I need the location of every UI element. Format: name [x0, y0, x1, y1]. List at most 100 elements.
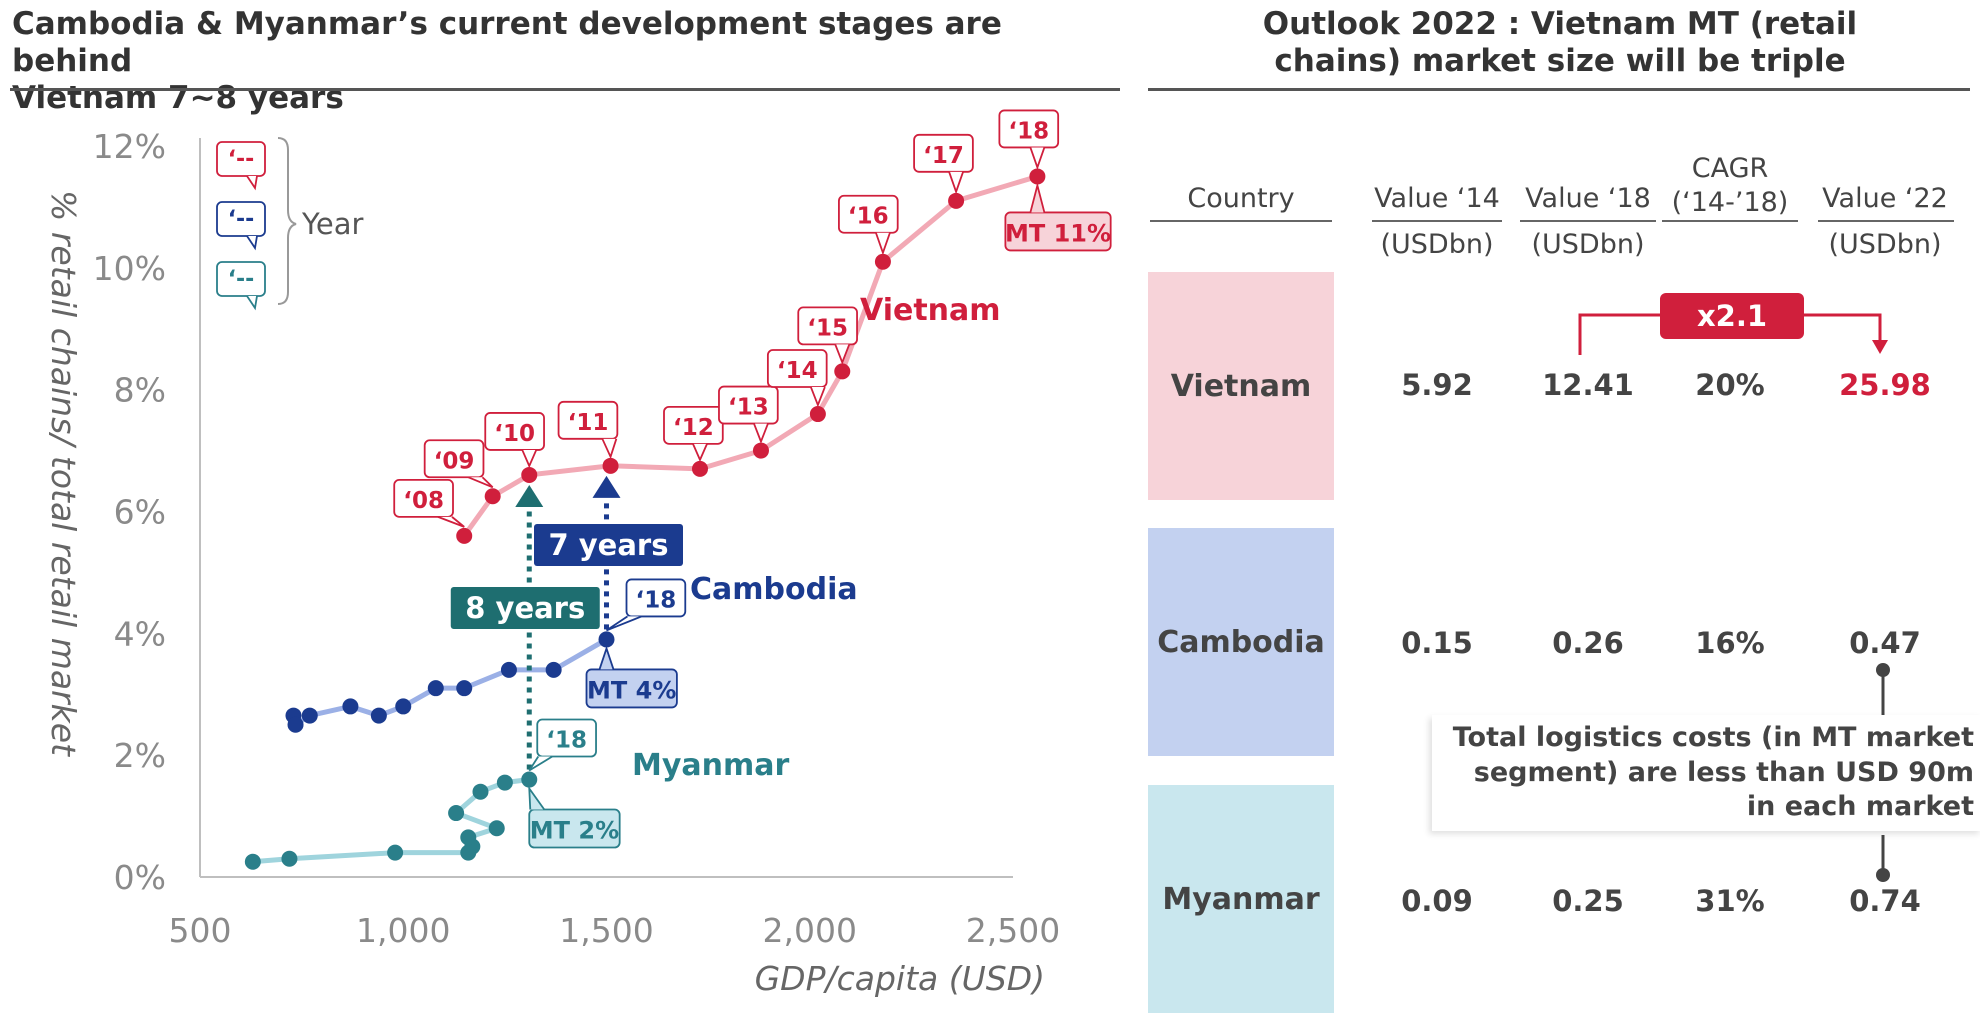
vietnam-year-label: ‘11	[557, 400, 619, 460]
myanmar-value-22: 0.74	[1849, 884, 1921, 918]
vietnam-year-label-tail	[692, 443, 708, 463]
vietnam-series-line	[462, 174, 1039, 538]
vietnam-point	[834, 363, 851, 380]
connector-dot-bottom	[1876, 868, 1890, 882]
x-tick-label: 2,500	[966, 911, 1060, 950]
myanmar-point	[281, 850, 298, 867]
vietnam-year-label-tail	[521, 449, 538, 469]
header-underline-v18	[1520, 220, 1656, 222]
cambodia-end-label-box	[585, 668, 678, 709]
cambodia-year-label-box	[625, 578, 687, 618]
vietnam-point	[521, 466, 538, 483]
myanmar-end-label-tail	[528, 785, 545, 811]
y-tick-label: 12%	[93, 127, 166, 166]
myanmar-year-label-tail	[528, 755, 553, 772]
myanmar-point	[387, 844, 404, 861]
vietnam-year-label-tail	[1029, 147, 1046, 171]
vietnam-year-label: ‘14	[766, 349, 828, 408]
vietnam-year-label-text: ‘12	[673, 415, 714, 441]
vietnam-point	[752, 442, 769, 459]
vietnam-year-label: ‘17	[913, 133, 974, 195]
y-tick-label: 4%	[114, 614, 166, 653]
header-value-14: Value ‘14 (USDbn)	[1362, 182, 1512, 262]
country-box-vietnam: Vietnam	[1148, 272, 1334, 500]
legend-placeholder: ‘--	[228, 267, 255, 292]
gap-badge-7-years: 7 years	[534, 524, 683, 566]
vietnam-end-label-text: MT 11%	[1005, 219, 1111, 247]
vietnam-point	[602, 457, 619, 474]
y-tick-label: 8%	[114, 371, 166, 410]
header-value-18-unit: (USDbn)	[1531, 228, 1645, 260]
vietnam-year-label: ‘12	[663, 405, 724, 463]
cambodia-point	[301, 707, 318, 724]
myanmar-value-18: 0.25	[1552, 884, 1624, 918]
vietnam-year-label-box	[766, 349, 828, 388]
right-title-line2: chains) market size will be triple	[1274, 43, 1846, 80]
header-cagr-line1: CAGR	[1691, 153, 1769, 184]
myanmar-series-name: Myanmar	[632, 748, 790, 783]
cambodia-point	[456, 680, 473, 697]
legend-bubble-tail	[246, 295, 258, 311]
right-title-line1: Outlook 2022 : Vietnam MT (retail	[1262, 6, 1858, 42]
vietnam-series-name: Vietnam	[860, 293, 1001, 328]
vietnam-year-label-tail	[601, 438, 618, 460]
legend-bubble-vietnam: ‘--	[216, 141, 266, 191]
vietnam-year-label-box	[423, 439, 485, 479]
callout-line2: segment) are less than USD 90m	[1473, 756, 1974, 788]
header-value-22-unit: (USDbn)	[1828, 228, 1942, 260]
myanmar-point	[496, 774, 513, 791]
cambodia-point	[342, 698, 359, 715]
legend-bubble-myanmar: ‘--	[216, 261, 266, 311]
country-box-cambodia: Cambodia	[1148, 528, 1334, 756]
y-tick-label: 2%	[114, 736, 166, 775]
y-axis-label: % retail chains/ total retail market	[44, 190, 83, 757]
vietnam-year-label: ‘16	[838, 194, 899, 256]
header-cagr-line2: (‘14-’18)	[1671, 186, 1789, 218]
vietnam-year-label: ‘13	[718, 385, 779, 445]
vietnam-point	[809, 406, 826, 423]
myanmar-point	[448, 805, 465, 822]
y-tick-label: 10%	[93, 249, 166, 288]
vietnam-year-label: ‘10	[484, 412, 545, 469]
logistics-callout: Total logistics costs (in MT market segm…	[1432, 715, 1980, 831]
myanmar-end-label-box	[528, 808, 621, 849]
header-value-18: Value ‘18 (USDbn)	[1513, 182, 1663, 262]
myanmar-point	[460, 829, 477, 846]
myanmar-point	[488, 820, 505, 837]
header-underline-v14	[1372, 220, 1502, 222]
gap-badge-bg	[534, 524, 683, 566]
vietnam-year-label-tail	[437, 516, 465, 528]
legend-bubble-box	[216, 141, 266, 177]
header-value-18-label: Value ‘18	[1525, 183, 1651, 214]
vietnam-year-label-text: ‘08	[403, 488, 444, 514]
cambodia-value-22: 0.47	[1849, 626, 1921, 660]
left-title: Cambodia & Myanmar’s current development…	[12, 6, 1112, 118]
vietnam-end-label: MT 11%	[1004, 181, 1112, 252]
vietnam-year-label-text: ‘09	[434, 448, 475, 474]
left-title-line1: Cambodia & Myanmar’s current development…	[12, 6, 1002, 80]
cambodia-end-label-text: MT 4%	[587, 676, 676, 704]
vietnam-year-label-tail	[468, 476, 494, 489]
country-box-myanmar: Myanmar	[1148, 785, 1334, 1013]
x-tick-label: 1,500	[559, 911, 653, 950]
callout-line1: Total logistics costs (in MT market	[1452, 722, 1974, 753]
legend-year-label: Year	[301, 207, 363, 241]
gap-badge-text: 8 years	[465, 591, 585, 625]
x-tick-label: 500	[169, 911, 232, 950]
cambodia-point	[500, 661, 517, 678]
vietnam-year-label-text: ‘18	[1008, 118, 1049, 144]
right-title: Outlook 2022 : Vietnam MT (retail chains…	[1150, 6, 1970, 80]
country-label-myanmar: Myanmar	[1162, 881, 1320, 917]
header-cagr: CAGR (‘14-’18)	[1655, 152, 1805, 220]
vietnam-year-label-tail	[875, 232, 891, 256]
header-value-22-label: Value ‘22	[1822, 183, 1948, 214]
vietnam-year-label-box	[998, 109, 1060, 149]
legend-placeholder: ‘--	[228, 147, 255, 172]
header-country: Country	[1187, 183, 1295, 214]
cambodia-year-label: ‘18	[606, 578, 687, 632]
myanmar-point	[521, 771, 538, 788]
cambodia-year-label-tail	[606, 615, 642, 632]
gap-badge-8-years: 8 years	[450, 587, 600, 629]
left-title-line2: Vietnam 7~8 years	[12, 80, 344, 117]
vietnam-year-label-box	[557, 400, 619, 440]
